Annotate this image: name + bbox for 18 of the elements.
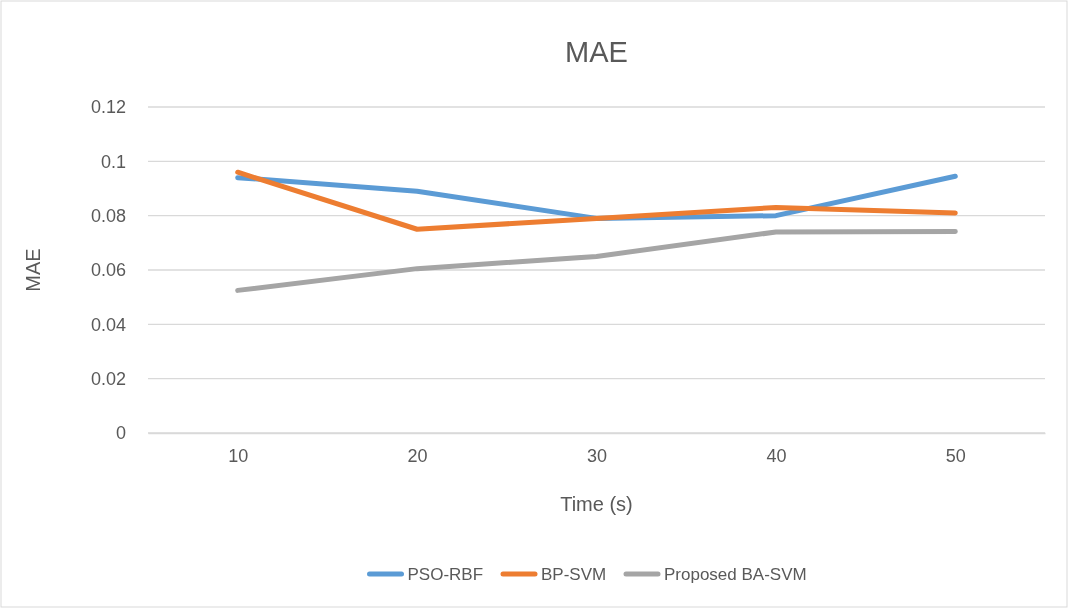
legend-label: BP-SVM	[541, 565, 607, 584]
legend-label: PSO-RBF	[407, 565, 484, 584]
x-tick-label: 20	[407, 445, 428, 466]
x-tick-label: 50	[945, 445, 966, 466]
y-tick-label: 0.06	[90, 260, 126, 281]
x-axis-title: Time (s)	[560, 493, 633, 515]
chart-title: MAE	[565, 36, 628, 68]
y-axis-title: MAE	[22, 248, 44, 292]
y-tick-label: 0	[115, 423, 126, 444]
y-tick-label: 0.1	[100, 151, 126, 172]
y-tick-label: 0.04	[90, 314, 126, 335]
y-tick-label: 0.12	[90, 97, 126, 118]
x-tick-label: 40	[766, 445, 787, 466]
y-tick-label: 0.02	[90, 368, 126, 389]
x-tick-label: 10	[228, 445, 249, 466]
x-tick-label: 30	[586, 445, 608, 466]
legend-label: Proposed BA-SVM	[664, 565, 807, 584]
y-tick-label: 0.08	[90, 205, 126, 226]
